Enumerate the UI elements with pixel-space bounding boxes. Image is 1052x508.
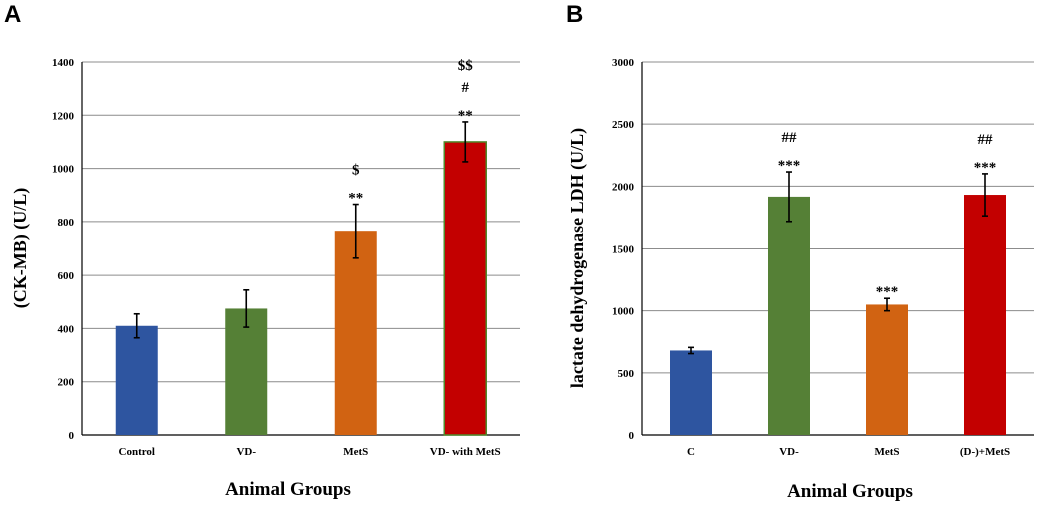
bar-vd — [768, 196, 810, 435]
y-tick-label: 500 — [618, 368, 635, 380]
y-tick-label: 0 — [629, 430, 635, 442]
x-category-label: C — [687, 446, 695, 458]
panel-label-b: B — [566, 1, 583, 28]
significance-label: ## — [782, 130, 798, 146]
x-category-label: MetS — [343, 446, 368, 458]
bar-control — [115, 325, 158, 435]
y-tick-label: 1000 — [52, 164, 75, 176]
y-tick-label: 600 — [58, 270, 75, 282]
y-tick-label: 800 — [58, 217, 75, 229]
significance-label: $ — [352, 163, 360, 179]
y-tick-label: 2500 — [612, 119, 635, 131]
x-axis-title: Animal Groups — [225, 479, 351, 500]
significance-label: *** — [974, 160, 997, 176]
bar-d-mets — [964, 195, 1006, 435]
significance-label: ** — [348, 191, 363, 207]
bar-c — [670, 350, 712, 435]
x-category-label: VD- — [779, 446, 799, 458]
x-axis-title: Animal Groups — [787, 481, 913, 502]
y-tick-label: 400 — [58, 323, 75, 335]
y-tick-label: 0 — [69, 430, 75, 442]
y-tick-label: 1500 — [612, 244, 635, 256]
y-tick-label: 3000 — [612, 57, 635, 69]
significance-label: ** — [458, 108, 473, 124]
bar-mets — [334, 231, 377, 435]
x-category-label: Control — [119, 446, 155, 458]
significance-label: $$ — [458, 58, 474, 74]
x-category-label: VD- with MetS — [430, 446, 501, 458]
y-tick-label: 1400 — [52, 57, 75, 69]
bar-mets — [866, 304, 908, 435]
bar-vd — [225, 308, 268, 435]
x-category-label: VD- — [236, 446, 256, 458]
x-category-label: (D-)+MetS — [960, 446, 1010, 458]
y-tick-label: 1000 — [612, 306, 635, 318]
y-axis-title: (CK-MB) (U/L) — [10, 188, 31, 308]
significance-label: *** — [876, 284, 899, 300]
panel-label-a: A — [4, 1, 21, 28]
y-tick-label: 2000 — [612, 181, 635, 193]
x-category-label: MetS — [874, 446, 899, 458]
significance-label: *** — [778, 158, 801, 174]
bar-vd-with-mets — [443, 141, 487, 436]
significance-label: # — [462, 80, 470, 96]
y-tick-label: 200 — [58, 377, 75, 389]
chart-panel-a: 0 200 400 600 800 1000 1200 1400 Control VD- MetS $… — [10, 57, 520, 500]
significance-label: ## — [978, 132, 994, 148]
y-axis-title: lactate dehydrogenase LDH (U/L) — [567, 128, 588, 388]
y-tick-label: 1200 — [52, 110, 75, 122]
chart-panel-b: 0 500 1000 1500 2000 2500 3000 C VD- ## *** MetS ***… — [567, 57, 1034, 502]
